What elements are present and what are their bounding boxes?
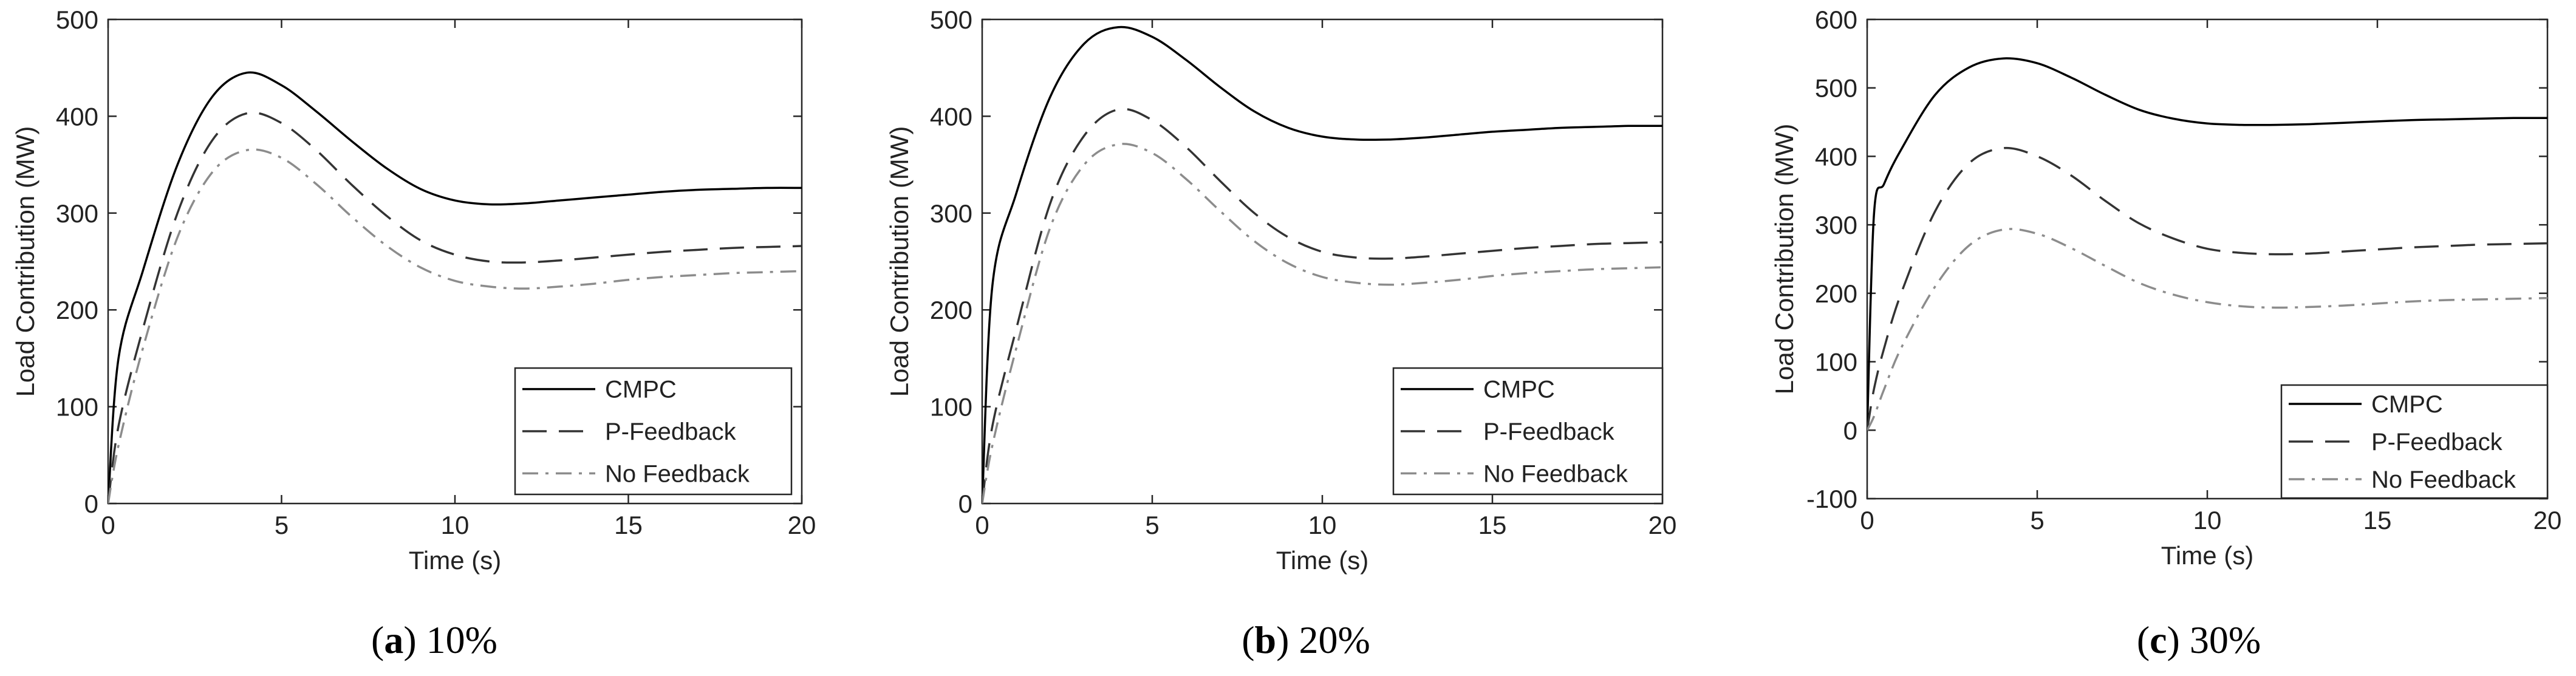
caption-letter: a [384, 618, 403, 661]
y-tick-label: 500 [1815, 74, 1857, 103]
x-tick-label: 15 [614, 511, 643, 539]
x-tick-label: 5 [2030, 506, 2044, 534]
x-tick-label: 5 [1145, 511, 1159, 539]
series-line-cmpc [108, 71, 802, 504]
x-tick-label: 20 [2533, 506, 2562, 534]
x-tick-label: 15 [1478, 511, 1507, 539]
y-tick-label: 300 [56, 199, 98, 228]
y-tick-label: 400 [930, 102, 972, 131]
y-tick-label: 200 [56, 296, 98, 324]
series-group [1867, 57, 2547, 431]
series-line-cmpc [1867, 57, 2547, 431]
legend-label: No Feedback [605, 460, 750, 487]
legend-label: No Feedback [2371, 466, 2516, 493]
x-tick-label: 10 [1308, 511, 1337, 539]
y-tick-label: 100 [930, 393, 972, 422]
x-tick-label: 0 [975, 511, 989, 539]
y-tick-label: 300 [1815, 211, 1857, 239]
y-tick-label: 200 [1815, 279, 1857, 308]
y-tick-label: 100 [1815, 348, 1857, 377]
caption-value: 20% [1299, 618, 1370, 661]
caption-value: 30% [2190, 618, 2261, 661]
y-tick-label: 500 [930, 5, 972, 34]
legend: CMPC P-Feedback No Feedback [1392, 367, 1664, 496]
x-tick-label: 5 [275, 511, 289, 539]
y-tick-label: 300 [930, 199, 972, 228]
panel-caption: (c) 30% [2137, 618, 2261, 661]
y-tick-label: 0 [84, 490, 98, 518]
series-line-cmpc [982, 26, 1662, 504]
legend: CMPC P-Feedback No Feedback [514, 367, 793, 496]
x-tick-label: 20 [1648, 511, 1677, 539]
x-tick-label: 10 [2193, 506, 2222, 534]
legend-label: CMPC [1483, 377, 1555, 403]
y-axis-label: Load Contribution (MW) [885, 126, 914, 397]
y-tick-label: 200 [930, 296, 972, 324]
x-tick-label: 0 [101, 511, 115, 539]
series-line-p-feedback [108, 111, 802, 504]
y-tick-label: 600 [1815, 5, 1857, 34]
x-tick-label: 10 [441, 511, 470, 539]
caption-value: 10% [426, 618, 497, 661]
legend-label: CMPC [605, 377, 677, 403]
x-tick-label: 20 [788, 511, 816, 539]
y-tick-label: 0 [958, 490, 972, 518]
legend: CMPC P-Feedback No Feedback [2280, 384, 2549, 499]
y-tick-label: 0 [1843, 416, 1857, 445]
panel-caption: (a) 10% [371, 618, 497, 661]
series-line-p-feedback [982, 108, 1662, 504]
series-line-no-feedback [108, 148, 802, 504]
x-tick-label: 0 [1860, 506, 1874, 534]
x-axis-label: Time (s) [1276, 546, 1368, 575]
y-tick-label: -100 [1806, 485, 1857, 513]
panel-caption: (b) 20% [1242, 618, 1370, 661]
x-axis-label: Time (s) [409, 546, 501, 575]
y-tick-label: 100 [56, 393, 98, 422]
legend-label: P-Feedback [2371, 429, 2503, 456]
y-tick-label: 400 [1815, 142, 1857, 171]
series-group [108, 71, 802, 504]
x-tick-label: 15 [2363, 506, 2392, 534]
caption-letter: b [1255, 618, 1277, 661]
caption-letter: c [2150, 618, 2167, 661]
series-group [982, 26, 1662, 504]
y-tick-label: 500 [56, 5, 98, 34]
y-axis-label: Load Contribution (MW) [1770, 124, 1799, 395]
series-line-p-feedback [1867, 146, 2547, 431]
legend-label: CMPC [2371, 391, 2443, 418]
x-axis-label: Time (s) [2161, 541, 2253, 570]
series-line-no-feedback [1867, 228, 2547, 431]
legend-label: P-Feedback [1483, 418, 1615, 445]
legend-label: P-Feedback [605, 418, 737, 445]
y-tick-label: 400 [56, 102, 98, 131]
legend-label: No Feedback [1483, 460, 1628, 487]
y-axis-label: Load Contribution (MW) [11, 126, 39, 397]
